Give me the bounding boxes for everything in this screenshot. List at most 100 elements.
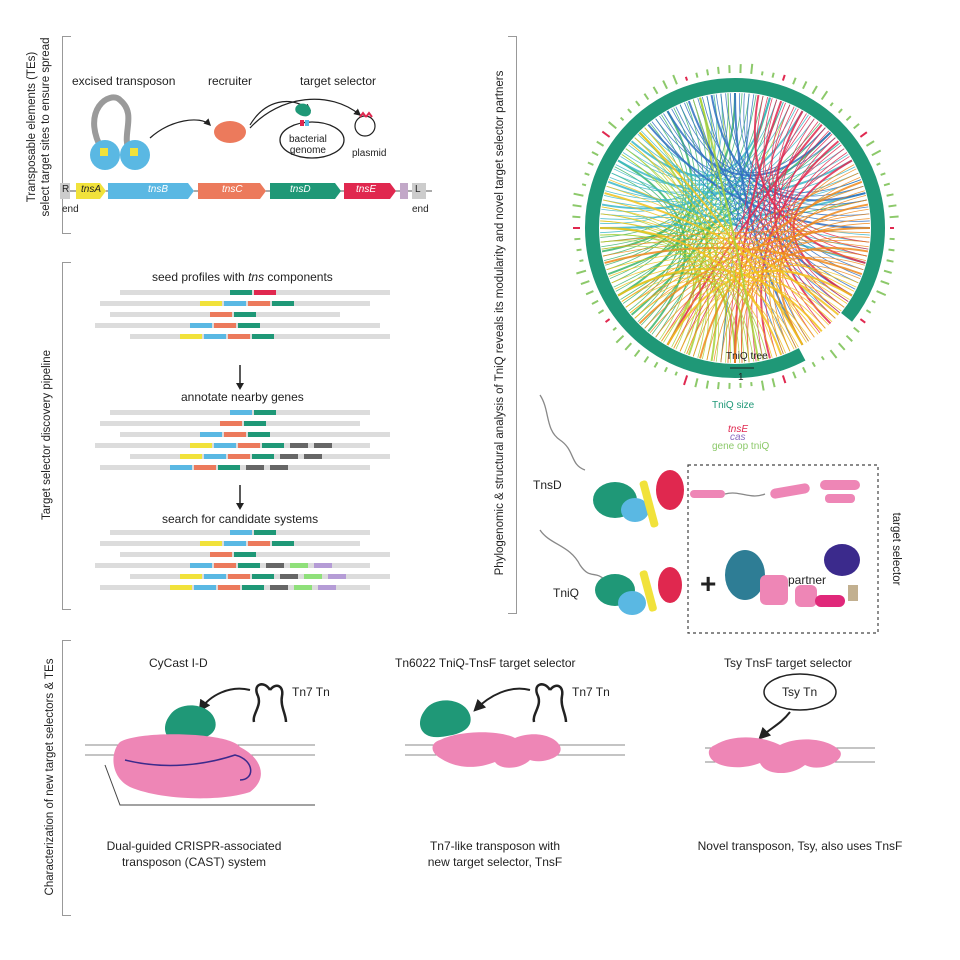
tree-link xyxy=(739,93,862,193)
panel-d-side-label: Characterization of new target selectors… xyxy=(44,658,56,896)
track-gene xyxy=(170,585,192,590)
annotation-tick xyxy=(587,161,594,166)
bacterial-genome xyxy=(279,121,345,159)
caption-cycast-line2: transposon (CAST) system xyxy=(121,855,267,869)
tree-link xyxy=(601,245,741,363)
annotation-tick xyxy=(573,192,584,197)
legend-gene: gene op tniQ xyxy=(712,441,770,452)
annotation-tick xyxy=(883,269,892,274)
tn6022-illustration xyxy=(405,683,625,768)
track-gene xyxy=(230,410,252,415)
label-end-left: end xyxy=(62,204,79,215)
pipeline-step2: annotate nearby genes xyxy=(181,390,304,404)
track-gene xyxy=(214,443,236,448)
annotation-tick xyxy=(643,93,650,101)
tree-link xyxy=(621,272,811,341)
tree-link xyxy=(734,247,869,364)
tree-link xyxy=(661,115,811,342)
track-gene xyxy=(214,323,236,328)
title-tsy: Tsy TnsF target selector xyxy=(724,656,852,670)
tree-link xyxy=(692,99,745,363)
gene-tnsB xyxy=(108,183,194,199)
track-gene xyxy=(190,443,212,448)
annotation-tick xyxy=(888,248,895,252)
track-gene xyxy=(210,552,232,557)
panel-a-side-label-line1: Transposable elements (TEs) xyxy=(26,51,38,203)
track-gene xyxy=(218,585,240,590)
gene-label-tnsC: tnsC xyxy=(222,184,243,195)
pipeline-step1-italic: tns xyxy=(248,270,265,284)
annotation-tick xyxy=(591,151,599,157)
annotation-tick xyxy=(597,309,605,315)
gene-label-L: L xyxy=(415,184,421,195)
annotation-tick xyxy=(771,72,775,78)
tree-link xyxy=(625,185,864,308)
annotation-tick xyxy=(672,74,678,85)
annotation-tick xyxy=(876,162,881,166)
target-selector-box xyxy=(687,464,879,634)
annotation-tick xyxy=(865,309,872,314)
track-neighbor xyxy=(270,465,288,470)
annotation-tick xyxy=(871,149,882,157)
track-neighbor xyxy=(280,454,298,459)
legend-size: TniQ size xyxy=(712,400,755,411)
panel-b-side-label: Target selector discovery pipeline xyxy=(41,349,53,521)
annotation-tick xyxy=(635,100,641,107)
panel-a-bracket xyxy=(62,36,71,234)
pipeline-step1-text: seed profiles with xyxy=(152,270,245,284)
tree-link xyxy=(692,168,857,357)
annotation-tick xyxy=(820,90,829,101)
track-gene xyxy=(220,421,242,426)
annotation-tick xyxy=(717,382,720,390)
tree-link xyxy=(629,278,786,354)
track-gene xyxy=(180,454,202,459)
track-gene xyxy=(210,312,232,317)
tree-link xyxy=(600,213,807,343)
panel-a-illustration xyxy=(90,94,376,170)
tree-link xyxy=(666,269,853,346)
protein-structures xyxy=(539,394,879,634)
track-gene xyxy=(254,290,276,295)
tree-link xyxy=(644,101,704,329)
track-neighbor xyxy=(290,563,308,568)
track-gene xyxy=(230,530,252,535)
gene-label-tnsD: tnsD xyxy=(290,184,311,195)
track-gene xyxy=(238,443,260,448)
track-gene xyxy=(190,563,212,568)
annotation-tick xyxy=(580,280,590,286)
track-gene xyxy=(252,454,274,459)
annotation-tick xyxy=(653,361,659,368)
annotation-tick xyxy=(584,172,590,176)
track-gene xyxy=(224,432,246,437)
annotation-tick xyxy=(888,204,897,208)
annotation-tick xyxy=(585,290,594,296)
tree-link xyxy=(762,99,821,334)
tree-link xyxy=(600,234,769,360)
tree-link xyxy=(600,240,755,362)
track-bg xyxy=(95,323,380,328)
legend-tnsE: tnsE xyxy=(728,424,749,435)
track-gene xyxy=(204,334,226,339)
track-gene xyxy=(228,334,250,339)
annotation-tick xyxy=(612,326,617,331)
label-plasmid: plasmid xyxy=(352,148,387,159)
annotation-tick xyxy=(596,140,605,147)
partner-structure xyxy=(725,544,860,607)
label-tnsd: TnsD xyxy=(533,478,562,492)
annotation-tick xyxy=(662,80,668,90)
tree-link xyxy=(679,95,717,352)
tree-link xyxy=(786,137,845,308)
track-gene xyxy=(194,585,216,590)
annotation-tick xyxy=(880,172,886,176)
gene-tnsC xyxy=(198,183,266,199)
track-gene xyxy=(238,563,260,568)
cycast-illustration xyxy=(85,683,315,806)
track-gene xyxy=(228,574,250,579)
annotation-tick xyxy=(889,215,899,219)
target-selector-vert-label: target selector xyxy=(890,512,902,586)
tree-link xyxy=(602,179,862,211)
annotation-tick xyxy=(792,371,797,379)
annotation-tick xyxy=(663,366,668,373)
tree-link xyxy=(611,114,690,284)
track-gene xyxy=(272,301,294,306)
